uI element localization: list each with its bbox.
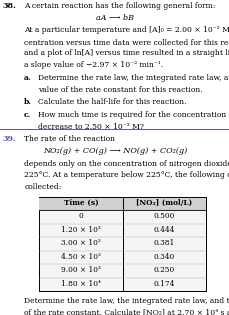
Text: At a particular temperature and [A]₀ = 2.00 × 10⁻² M, con-: At a particular temperature and [A]₀ = 2… xyxy=(24,26,229,34)
Text: decrease to 2.50 × 10⁻³ M?: decrease to 2.50 × 10⁻³ M? xyxy=(38,123,143,130)
Text: a slope value of −2.97 × 10⁻² min⁻¹.: a slope value of −2.97 × 10⁻² min⁻¹. xyxy=(24,61,163,69)
Text: 3.00 × 10³: 3.00 × 10³ xyxy=(61,239,101,247)
Text: Determine the rate law, the integrated rate law, and the: Determine the rate law, the integrated r… xyxy=(38,74,229,82)
Text: 39.: 39. xyxy=(2,135,16,143)
Text: 1.20 × 10³: 1.20 × 10³ xyxy=(61,226,101,234)
Text: 0.174: 0.174 xyxy=(153,280,174,288)
Text: 0: 0 xyxy=(78,212,83,220)
Text: A certain reaction has the following general form:: A certain reaction has the following gen… xyxy=(24,2,215,9)
Text: aA ⟶ bB: aA ⟶ bB xyxy=(95,14,134,21)
Text: Determine the rate law, the integrated rate law, and the value: Determine the rate law, the integrated r… xyxy=(24,297,229,305)
Bar xyxy=(39,197,205,210)
Text: collected:: collected: xyxy=(24,183,61,191)
Text: NO₂(g) + CO(g) ⟶ NO(g) + CO₂(g): NO₂(g) + CO(g) ⟶ NO(g) + CO₂(g) xyxy=(43,147,186,155)
Text: Calculate the half-life for this reaction.: Calculate the half-life for this reactio… xyxy=(38,98,186,106)
Text: 1.80 × 10⁴: 1.80 × 10⁴ xyxy=(61,280,101,288)
Text: 9.00 × 10³: 9.00 × 10³ xyxy=(61,266,101,274)
Text: [NO₂] (mol/L): [NO₂] (mol/L) xyxy=(136,199,192,207)
Text: 0.340: 0.340 xyxy=(153,253,174,261)
Text: 0.250: 0.250 xyxy=(153,266,174,274)
Text: 0.381: 0.381 xyxy=(153,239,174,247)
Text: 0.500: 0.500 xyxy=(153,212,174,220)
Text: How much time is required for the concentration of A to: How much time is required for the concen… xyxy=(38,111,229,119)
Text: and a plot of ln[A] versus time resulted in a straight line with: and a plot of ln[A] versus time resulted… xyxy=(24,49,229,57)
Text: a.: a. xyxy=(24,74,32,82)
Text: 4.50 × 10³: 4.50 × 10³ xyxy=(61,253,101,261)
Text: The rate of the reaction: The rate of the reaction xyxy=(24,135,115,143)
Text: Time (s): Time (s) xyxy=(63,199,98,207)
Text: 225°C. At a temperature below 225°C, the following data were: 225°C. At a temperature below 225°C, the… xyxy=(24,171,229,179)
Text: centration versus time data were collected for this reaction,: centration versus time data were collect… xyxy=(24,38,229,46)
Text: value of the rate constant for this reaction.: value of the rate constant for this reac… xyxy=(38,86,202,94)
Text: of the rate constant. Calculate [NO₂] at 2.70 × 10⁴ s after the: of the rate constant. Calculate [NO₂] at… xyxy=(24,309,229,315)
Text: 38.: 38. xyxy=(2,2,16,9)
Text: c.: c. xyxy=(24,111,31,119)
Text: b.: b. xyxy=(24,98,32,106)
Text: depends only on the concentration of nitrogen dioxide below: depends only on the concentration of nit… xyxy=(24,160,229,168)
Text: 0.444: 0.444 xyxy=(153,226,174,234)
